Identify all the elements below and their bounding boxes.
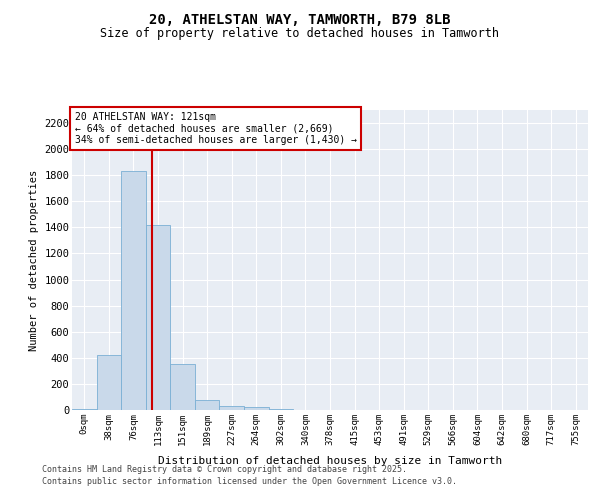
Text: Size of property relative to detached houses in Tamworth: Size of property relative to detached ho…	[101, 28, 499, 40]
Bar	[146, 225, 170, 410]
Text: 20 ATHELSTAN WAY: 121sqm
← 64% of detached houses are smaller (2,669)
34% of sem: 20 ATHELSTAN WAY: 121sqm ← 64% of detach…	[74, 112, 356, 144]
Text: 20, ATHELSTAN WAY, TAMWORTH, B79 8LB: 20, ATHELSTAN WAY, TAMWORTH, B79 8LB	[149, 12, 451, 26]
Text: Contains HM Land Registry data © Crown copyright and database right 2025.: Contains HM Land Registry data © Crown c…	[42, 466, 407, 474]
X-axis label: Distribution of detached houses by size in Tamworth: Distribution of detached houses by size …	[158, 456, 502, 466]
Bar	[121, 172, 146, 410]
Bar	[220, 406, 244, 410]
Bar	[72, 408, 97, 410]
Bar	[244, 408, 269, 410]
Y-axis label: Number of detached properties: Number of detached properties	[29, 170, 38, 350]
Text: Contains public sector information licensed under the Open Government Licence v3: Contains public sector information licen…	[42, 477, 457, 486]
Bar	[170, 364, 195, 410]
Bar	[195, 400, 220, 410]
Bar	[97, 355, 121, 410]
